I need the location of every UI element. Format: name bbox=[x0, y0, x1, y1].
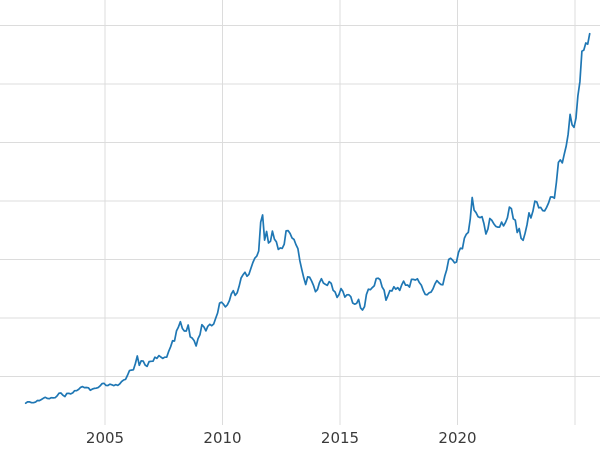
x-tick-label: 2010 bbox=[203, 429, 241, 447]
x-tick-label: 2015 bbox=[321, 429, 359, 447]
price-series-line bbox=[24, 32, 591, 405]
x-tick-label: 2020 bbox=[438, 429, 476, 447]
x-tick-label: 2005 bbox=[86, 429, 124, 447]
